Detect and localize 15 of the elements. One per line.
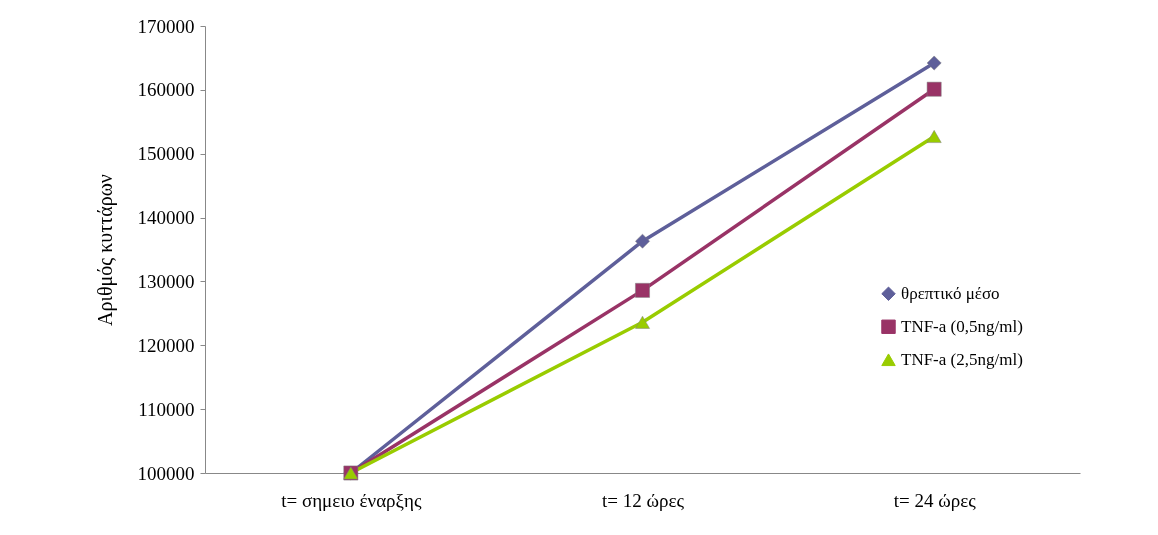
y-axis-title: Αριθμός κυττάρων	[93, 174, 117, 326]
y-tick-label: 160000	[137, 79, 195, 101]
y-tick-label: 170000	[137, 15, 195, 37]
x-tick-label: t= 12 ώρες	[602, 489, 685, 511]
y-tick-label: 130000	[137, 270, 195, 292]
y-tick-label: 110000	[138, 398, 195, 420]
y-tick-label: 120000	[137, 334, 195, 356]
x-tick-label: t= σημειο έναρξης	[281, 489, 422, 511]
y-tick-label: 100000	[137, 462, 195, 484]
y-tick-label: 150000	[137, 143, 195, 165]
y-tick-label: 140000	[137, 207, 195, 229]
legend-label: TNF-a (0,5ng/ml)	[901, 316, 1023, 336]
legend-label: θρεπτικό μέσο	[901, 283, 1000, 303]
legend-label: TNF-a (2,5ng/ml)	[901, 349, 1023, 369]
x-tick-label: t= 24 ώρες	[893, 489, 977, 511]
